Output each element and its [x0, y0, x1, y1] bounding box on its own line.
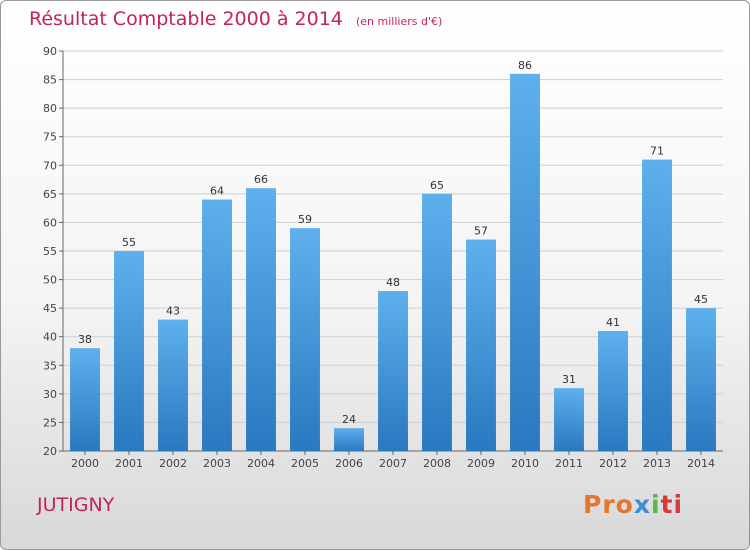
x-tick-label-2006: 2006: [335, 457, 363, 470]
bar-2012: [598, 331, 628, 451]
y-tick-label: 40: [43, 331, 57, 344]
x-tick-label-2000: 2000: [71, 457, 99, 470]
x-tick-label-2010: 2010: [511, 457, 539, 470]
bar-2008: [422, 193, 452, 451]
logo-part-4: ti: [660, 490, 684, 519]
logo-part-1: Pro: [583, 490, 634, 519]
y-tick-label: 75: [43, 131, 57, 144]
y-tick-label: 50: [43, 274, 57, 287]
y-tick-label: 60: [43, 216, 57, 229]
y-tick-label: 55: [43, 245, 57, 258]
x-tick-label-2011: 2011: [555, 457, 583, 470]
y-tick-label: 25: [43, 416, 57, 429]
data-label-2014: 45: [694, 293, 708, 306]
x-tick-label-2004: 2004: [247, 457, 275, 470]
y-tick-label: 90: [43, 45, 57, 58]
x-tick-label-2009: 2009: [467, 457, 495, 470]
x-tick-label-2005: 2005: [291, 457, 319, 470]
y-tick-label: 45: [43, 302, 57, 315]
bar-2013: [642, 159, 672, 452]
data-label-2012: 41: [606, 316, 620, 329]
y-tick-label: 85: [43, 74, 57, 87]
x-tick-label-2007: 2007: [379, 457, 407, 470]
chart-subtitle: (en milliers d'€): [355, 15, 443, 28]
bar-2001: [114, 251, 144, 451]
data-label-2004: 66: [254, 173, 268, 186]
y-tick-label: 80: [43, 102, 57, 115]
chart-title-block: Résultat Comptable 2000 à 2014 (en milli…: [29, 8, 442, 30]
y-tick-label: 65: [43, 188, 57, 201]
data-label-2000: 38: [78, 333, 92, 346]
bar-2010: [510, 73, 540, 451]
data-label-2007: 48: [386, 276, 400, 289]
commune-name: JUTIGNY: [37, 494, 115, 516]
data-label-2006: 24: [342, 413, 356, 426]
data-label-2010: 86: [518, 59, 532, 72]
x-tick-label-2001: 2001: [115, 457, 143, 470]
data-label-2009: 57: [474, 225, 488, 238]
data-label-2003: 64: [210, 185, 224, 198]
chart-title: Résultat Comptable 2000 à 2014: [29, 8, 343, 30]
proxiti-logo: Proxiti: [583, 490, 683, 519]
x-tick-label-2014: 2014: [687, 457, 715, 470]
bar-2006: [334, 428, 364, 451]
x-tick-label-2002: 2002: [159, 457, 187, 470]
bar-2009: [466, 239, 496, 451]
y-tick-label: 70: [43, 159, 57, 172]
y-tick-label: 20: [43, 445, 57, 458]
x-tick-label-2003: 2003: [203, 457, 231, 470]
bar-2007: [378, 291, 408, 451]
data-label-2008: 65: [430, 179, 444, 192]
logo-part-2: x: [633, 490, 651, 519]
x-tick-label-2012: 2012: [599, 457, 627, 470]
bar-2014: [686, 308, 716, 451]
bar-2004: [246, 188, 276, 451]
x-tick-label-2008: 2008: [423, 457, 451, 470]
x-tick-label-2013: 2013: [643, 457, 671, 470]
data-label-2005: 59: [298, 213, 312, 226]
bar-2005: [290, 228, 320, 451]
data-label-2011: 31: [562, 373, 576, 386]
data-label-2001: 55: [122, 236, 136, 249]
bar-2000: [70, 348, 100, 451]
bar-2003: [202, 199, 232, 451]
bar-2011: [554, 388, 584, 451]
data-label-2013: 71: [650, 145, 664, 158]
logo-part-3: i: [650, 490, 661, 519]
y-tick-label: 30: [43, 388, 57, 401]
data-label-2002: 43: [166, 305, 180, 318]
bar-2002: [158, 319, 188, 451]
y-tick-label: 35: [43, 359, 57, 372]
